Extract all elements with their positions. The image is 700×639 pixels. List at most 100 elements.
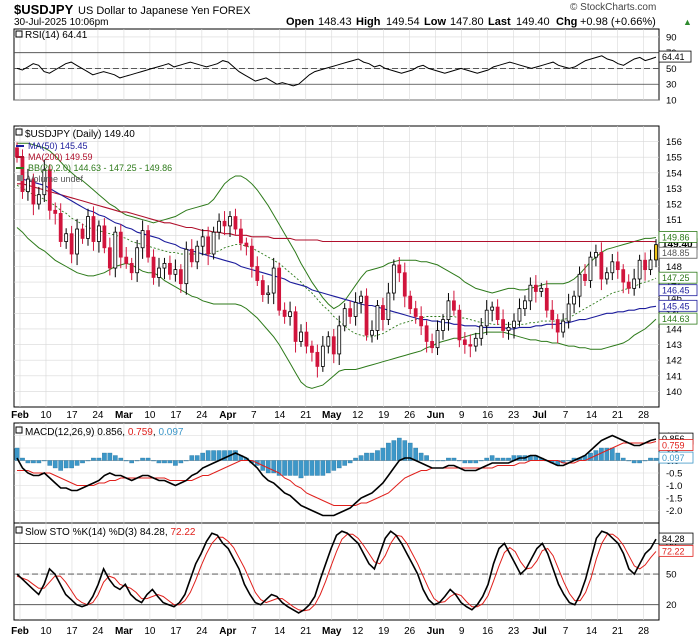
candle-body	[26, 178, 30, 192]
x-axis-label: 26	[404, 626, 416, 637]
price-value-label: 144.63	[662, 314, 690, 324]
candle-body	[118, 231, 123, 258]
price-y-tick: 143	[666, 340, 682, 351]
candle-body	[533, 284, 538, 292]
x-axis-label: Feb	[11, 626, 29, 637]
macd-histogram-bar	[304, 460, 309, 476]
price-y-tick: 151	[666, 215, 682, 226]
x-axis-label: 23	[508, 410, 520, 421]
candle-body	[200, 236, 205, 247]
ma50-line	[17, 178, 657, 330]
up-arrow-icon: ▲	[683, 17, 692, 27]
price-value-label-box	[658, 312, 698, 325]
grid-lines	[14, 29, 659, 620]
candle-body	[473, 337, 478, 347]
macd-histogram-bar	[391, 440, 397, 461]
candle-body	[353, 302, 358, 317]
sto-y-tick: 50	[666, 570, 677, 581]
macd-histogram-bar	[429, 460, 435, 462]
macd-histogram-bar	[386, 442, 391, 461]
x-axis-label: 24	[196, 410, 208, 421]
macd-histogram-bar	[134, 460, 140, 462]
bb-legend-label: BB(20,2.0) 144.63 - 147.25 - 149.86	[28, 163, 172, 173]
candle-body	[189, 248, 194, 263]
macd-histogram-bar	[320, 460, 326, 476]
macd-histogram-bar	[484, 457, 490, 461]
candle-body	[572, 295, 576, 305]
macd-histogram-bar	[364, 452, 369, 461]
macd-histogram-bar	[495, 457, 500, 461]
candle-body	[15, 147, 19, 158]
macd-legend-swatch	[15, 426, 23, 434]
x-axis-label: 7	[563, 626, 569, 637]
candle-body	[69, 233, 74, 255]
x-axis-label: 9	[459, 410, 465, 421]
rsi-y-tick: 90	[666, 32, 677, 43]
candle-body	[348, 308, 353, 317]
open-value: 148.43	[318, 16, 352, 28]
candle-body	[588, 256, 593, 281]
candle-body	[583, 273, 587, 281]
candle-body	[107, 247, 112, 269]
rsi-line	[16, 55, 657, 87]
candle-body	[80, 228, 85, 239]
x-axis-label: Jun	[427, 626, 445, 637]
rsi-panel-frame	[13, 28, 660, 101]
candle-body	[173, 269, 178, 275]
macd-histogram-bar	[129, 460, 135, 464]
macd-histogram-bar	[282, 460, 287, 476]
sto-panel-frame	[13, 522, 660, 621]
candle-body	[282, 309, 287, 317]
instrument-name: US Dollar to Japanese Yen FOREX	[78, 5, 251, 17]
candle-body	[632, 278, 637, 289]
price-y-tick: 156	[666, 137, 682, 148]
macd-histogram-bar	[183, 460, 189, 462]
candle-body	[555, 319, 560, 333]
macd-histogram-bar	[140, 457, 145, 461]
macd-histogram-bar	[473, 460, 479, 464]
candle-body	[102, 225, 107, 249]
x-axis-label: 10	[144, 626, 156, 637]
candle-body	[315, 351, 320, 367]
candle-body	[654, 244, 658, 261]
x-axis-label: Mar	[115, 626, 133, 637]
macd-histogram-bar	[642, 460, 648, 462]
candle-body	[604, 272, 609, 280]
macd-y-tick: -2.0	[666, 506, 682, 517]
candle-body	[222, 220, 227, 227]
macd-histogram-bar	[233, 450, 238, 461]
sto-title: Slow STO %K(14) %D(3) 84.28, 72.22	[25, 527, 196, 538]
candle-body	[648, 259, 653, 271]
x-axis-label: 19	[378, 626, 390, 637]
sto-d-line	[16, 533, 657, 612]
candle-body	[506, 326, 511, 331]
candle-body	[129, 262, 134, 274]
x-axis-label: 28	[638, 410, 650, 421]
rsi-y-tick: 50	[666, 64, 677, 75]
macd-histogram-bar	[102, 452, 107, 461]
candle-body	[211, 231, 216, 255]
x-axis-label: Jul	[532, 410, 547, 421]
macd-histogram-bar	[222, 450, 227, 461]
candle-body	[140, 230, 145, 249]
macd-histogram-bar	[36, 460, 42, 464]
macd-histogram-bar	[358, 455, 364, 461]
high-label: High	[356, 16, 381, 28]
ma50-legend-label: MA(50) 145.45	[28, 141, 88, 151]
macd-histogram-bar	[173, 460, 178, 466]
price-y-tick: 152	[666, 200, 682, 211]
sto-k-line	[16, 530, 657, 614]
macd-histogram-bar	[211, 450, 216, 461]
chg-value: +0.98 (+0.66%)	[580, 16, 656, 28]
macd-histogram-bar	[74, 460, 80, 466]
candle-body	[157, 267, 161, 278]
price-y-tick: 142	[666, 356, 682, 367]
candle-body	[162, 262, 167, 269]
macd-histogram-bar	[446, 457, 451, 461]
x-axis-label: 26	[404, 410, 416, 421]
candle-body	[64, 233, 69, 242]
candle-body	[288, 311, 292, 317]
candle-body	[381, 305, 385, 320]
macd-y-tick: -1.0	[666, 481, 682, 492]
